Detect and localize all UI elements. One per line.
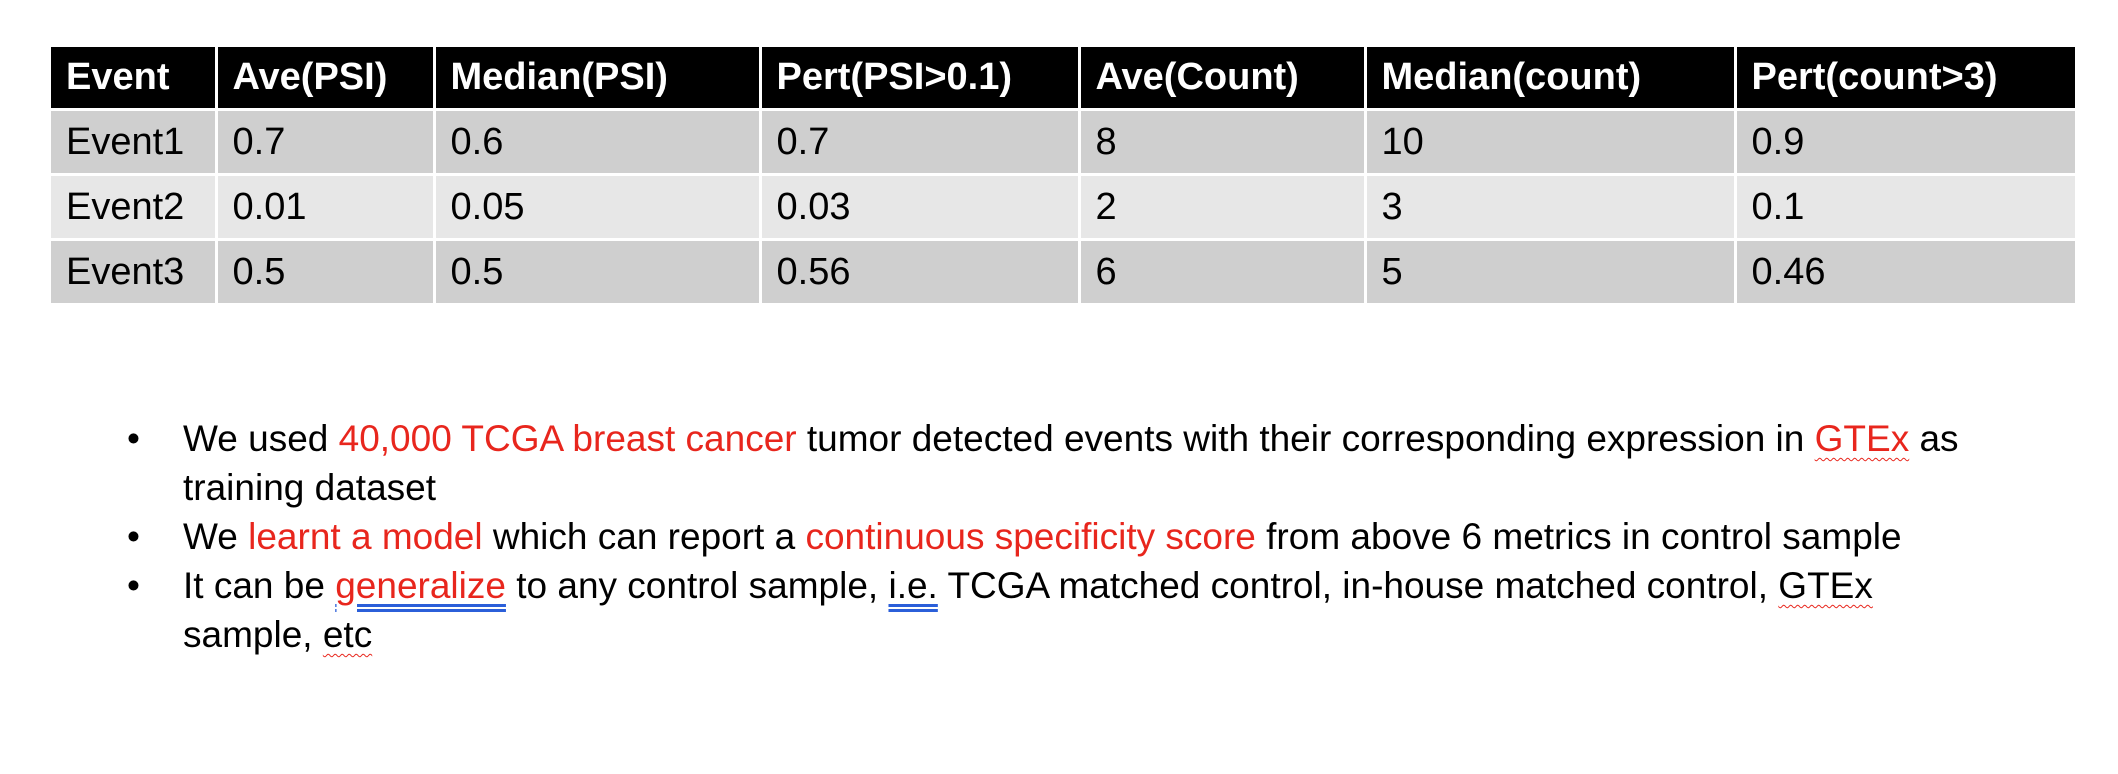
bullet-item-generalize: • It can be generalize to any control sa… bbox=[125, 561, 2005, 659]
header-median-psi: Median(PSI) bbox=[434, 47, 762, 111]
table-row: Event3 0.5 0.5 0.56 6 5 0.46 bbox=[51, 239, 2075, 306]
table-cell: 10 bbox=[1365, 109, 1737, 176]
text-run: We bbox=[183, 516, 249, 557]
table-row: Event2 0.01 0.05 0.03 2 3 0.1 bbox=[51, 174, 2075, 241]
table-row: Event1 0.7 0.6 0.7 8 10 0.9 bbox=[51, 109, 2075, 176]
table-cell: 0.56 bbox=[760, 239, 1081, 306]
table-cell: 0.46 bbox=[1735, 239, 2075, 306]
bullet-item-training-data: • We used 40,000 TCGA breast cancer tumo… bbox=[125, 414, 2005, 512]
text-run: to any control sample, bbox=[505, 565, 889, 606]
spell-flagged-text: etc bbox=[322, 614, 373, 655]
table-cell: 5 bbox=[1365, 239, 1737, 306]
text-run: from above 6 metrics in control sample bbox=[1255, 516, 1902, 557]
header-ave-count: Ave(Count) bbox=[1079, 47, 1367, 111]
table-cell: Event1 bbox=[51, 109, 218, 176]
text-run: as training dataset bbox=[183, 418, 1959, 508]
header-ave-psi: Ave(PSI) bbox=[216, 47, 436, 111]
text-run: sample, bbox=[183, 614, 323, 655]
table-cell: 0.7 bbox=[760, 109, 1081, 176]
highlight-text: learnt a model bbox=[248, 516, 483, 557]
bullet-list: • We used 40,000 TCGA breast cancer tumo… bbox=[125, 414, 2005, 659]
header-pert-count: Pert(count>3) bbox=[1735, 47, 2075, 111]
text-run: TCGA matched control, in-house matched c… bbox=[937, 565, 1779, 606]
highlight-text: 40,000 TCGA breast cancer bbox=[338, 418, 797, 459]
table-header-row: Event Ave(PSI) Median(PSI) Pert(PSI>0.1)… bbox=[51, 47, 2075, 111]
highlight-text: generalize bbox=[335, 565, 506, 606]
table-cell: 6 bbox=[1079, 239, 1367, 306]
table-cell: 0.7 bbox=[216, 109, 436, 176]
bullet-item-model: • We learnt a model which can report a c… bbox=[125, 512, 2005, 561]
table-cell: 0.5 bbox=[216, 239, 436, 306]
table-cell: 0.1 bbox=[1735, 174, 2075, 241]
table-cell: 0.03 bbox=[760, 174, 1081, 241]
text-run: It can be bbox=[183, 565, 336, 606]
bullet-marker: • bbox=[127, 565, 140, 606]
table-cell: 3 bbox=[1365, 174, 1737, 241]
metrics-table: Event Ave(PSI) Median(PSI) Pert(PSI>0.1)… bbox=[51, 47, 2075, 306]
table-cell: 0.9 bbox=[1735, 109, 2075, 176]
header-pert-psi: Pert(PSI>0.1) bbox=[760, 47, 1081, 111]
table-cell: 2 bbox=[1079, 174, 1367, 241]
header-median-count: Median(count) bbox=[1365, 47, 1737, 111]
header-event: Event bbox=[51, 47, 218, 111]
table-cell: 8 bbox=[1079, 109, 1367, 176]
bullet-marker: • bbox=[127, 516, 140, 557]
table-cell: 0.6 bbox=[434, 109, 762, 176]
table-cell: 0.05 bbox=[434, 174, 762, 241]
table-cell: 0.5 bbox=[434, 239, 762, 306]
text-run: tumor detected events with their corresp… bbox=[796, 418, 1815, 459]
bullet-marker: • bbox=[127, 418, 140, 459]
spell-flagged-text: GTEx bbox=[1778, 565, 1873, 606]
table-cell: Event3 bbox=[51, 239, 218, 306]
table-cell: Event2 bbox=[51, 174, 218, 241]
grammar-flagged-text: i.e. bbox=[888, 565, 938, 606]
highlight-text: continuous specificity score bbox=[805, 516, 1256, 557]
table-cell: 0.01 bbox=[216, 174, 436, 241]
text-run: We used bbox=[183, 418, 339, 459]
highlight-text: GTEx bbox=[1814, 418, 1910, 459]
text-run: which can report a bbox=[482, 516, 806, 557]
